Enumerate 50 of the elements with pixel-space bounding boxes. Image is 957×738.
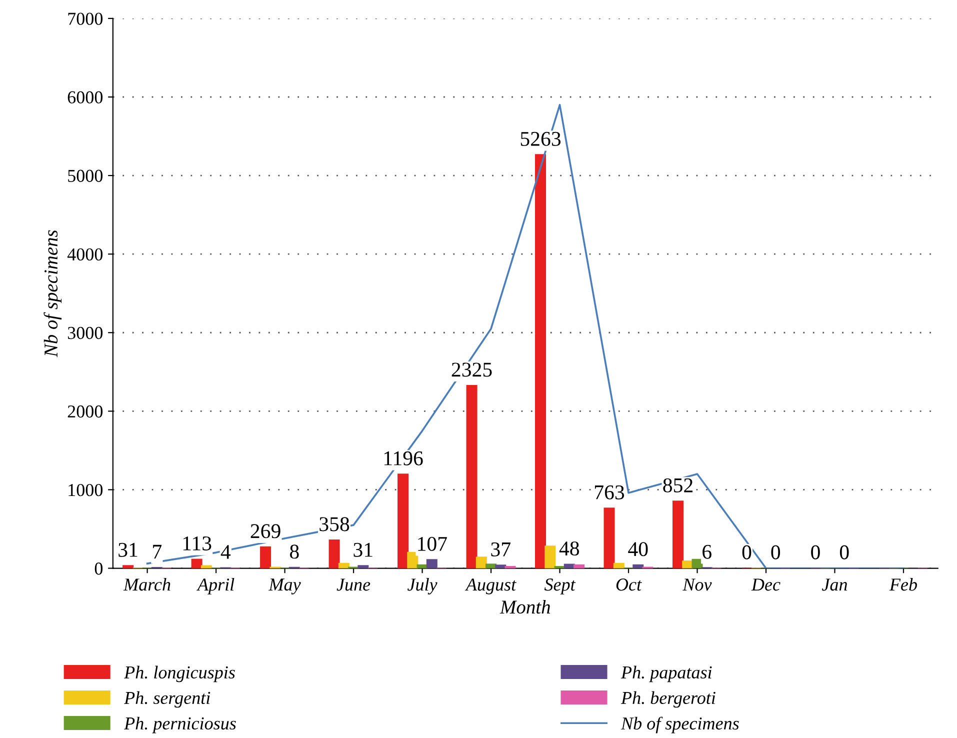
x-tick-label: Dec <box>751 578 780 591</box>
data-label: 358 <box>320 517 350 532</box>
data-label: 763 <box>595 485 624 500</box>
data-label: 31 <box>118 542 138 557</box>
y-axis-title: Nb of specimens <box>44 230 62 358</box>
data-label: 37 <box>491 542 510 556</box>
y-tick-label: 6000 <box>68 91 103 104</box>
legend-label: Ph. longicuspis <box>124 666 235 682</box>
x-tick-label: June <box>336 578 370 591</box>
y-tick-label: 3000 <box>68 326 103 340</box>
x-tick-label: May <box>268 578 301 594</box>
data-label: 852 <box>663 478 692 492</box>
data-label: 107 <box>418 536 447 551</box>
data-label: 0 <box>742 545 752 560</box>
data-label: 2325 <box>452 362 492 377</box>
x-tick-label: Sept <box>544 578 576 594</box>
legend-label: Nb of specimens <box>620 716 739 734</box>
x-tick-label: Feb <box>889 578 917 591</box>
data-label: 5263 <box>520 132 561 146</box>
x-tick-label: August <box>464 578 516 594</box>
legend-label: Ph. sergenti <box>124 691 210 708</box>
y-tick-label: 5000 <box>68 170 103 182</box>
data-label: 1196 <box>384 451 423 466</box>
x-tick-label: July <box>408 578 438 594</box>
data-label: 0 <box>811 545 820 560</box>
data-label: 31 <box>354 542 372 557</box>
data-label: 269 <box>250 524 280 538</box>
data-label: 48 <box>559 541 580 556</box>
x-tick-label: March <box>123 578 170 591</box>
x-tick-label: Nov <box>682 578 712 591</box>
y-tick-label: 2000 <box>68 405 103 418</box>
y-tick-label: 7000 <box>68 12 103 25</box>
x-tick-label: April <box>196 578 234 594</box>
data-label: 4 <box>220 545 231 559</box>
x-tick-label: Jan <box>822 578 848 591</box>
data-label: 0 <box>840 545 849 560</box>
data-label: 40 <box>628 542 648 556</box>
data-label: 0 <box>771 545 780 560</box>
x-tick-label: Oct <box>616 578 642 591</box>
data-label: 6 <box>702 544 712 559</box>
data-label: 113 <box>183 536 212 550</box>
y-tick-label: 1000 <box>68 484 103 496</box>
legend-label: Ph. perniciosus <box>124 716 236 734</box>
legend-label: Ph. papatasi <box>620 666 712 682</box>
y-tick-label: 4000 <box>67 248 103 261</box>
data-label: 8 <box>290 544 299 559</box>
y-tick-label: 0 <box>94 562 103 575</box>
data-label: 7 <box>153 544 162 559</box>
legend-label: Ph. bergeroti <box>620 691 716 708</box>
x-axis-title: Month <box>500 600 550 614</box>
